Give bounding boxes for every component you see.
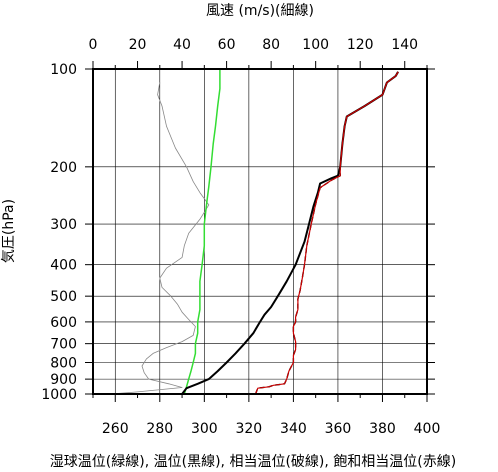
left-tick-label: 800 — [50, 356, 77, 372]
left-tick-label: 900 — [50, 372, 77, 388]
top-tick-label: 140 — [391, 37, 418, 53]
ticks — [85, 61, 435, 402]
plot-frame — [92, 68, 428, 395]
saturated-equivalent-potential-temp-line — [254, 71, 399, 395]
left-tick-label: 600 — [50, 315, 77, 331]
bottom-tick-label: 400 — [414, 421, 441, 437]
potential-temp-line — [181, 71, 399, 395]
bottom-tick-label: 380 — [369, 421, 396, 437]
top-tick-label: 100 — [302, 37, 329, 53]
left-tick-label: 100 — [50, 62, 77, 78]
top-tick-label: 120 — [347, 37, 374, 53]
y-axis-title: 気圧(hPa) — [1, 199, 17, 263]
grid-lines — [93, 69, 427, 394]
wet-bulb-potential-temp-line — [183, 69, 221, 395]
bottom-tick-label: 280 — [146, 421, 173, 437]
bottom-tick-label: 300 — [191, 421, 218, 437]
tick-labels: 260 280 300 320 340 360 380 400 0 20 40 60 80 100 120 1… — [41, 37, 440, 437]
wind-speed-line — [110, 82, 210, 395]
left-tick-label: 200 — [50, 160, 77, 176]
left-tick-label: 700 — [50, 337, 77, 353]
bottom-tick-label: 260 — [102, 421, 129, 437]
bottom-tick-label: 360 — [325, 421, 352, 437]
left-tick-label: 500 — [50, 289, 77, 305]
top-tick-label: 80 — [262, 37, 280, 53]
left-tick-label: 400 — [50, 258, 77, 274]
plot-border — [92, 68, 428, 395]
equivalent-potential-temp-line — [254, 71, 399, 395]
top-axis-title: 風速 (m/s)(細線) — [206, 3, 314, 19]
top-tick-label: 20 — [129, 37, 147, 53]
left-tick-label: 1000 — [41, 387, 77, 403]
top-tick-label: 0 — [89, 37, 98, 53]
series-lines — [110, 69, 399, 395]
top-tick-label: 40 — [173, 37, 191, 53]
bottom-axis-title: 湿球温位(緑線), 温位(黒線), 相当温位(破線), 飽和相当温位(赤線) — [50, 453, 456, 470]
top-tick-label: 60 — [218, 37, 236, 53]
bottom-tick-label: 320 — [235, 421, 262, 437]
left-tick-label: 300 — [50, 217, 77, 233]
bottom-tick-label: 340 — [280, 421, 307, 437]
